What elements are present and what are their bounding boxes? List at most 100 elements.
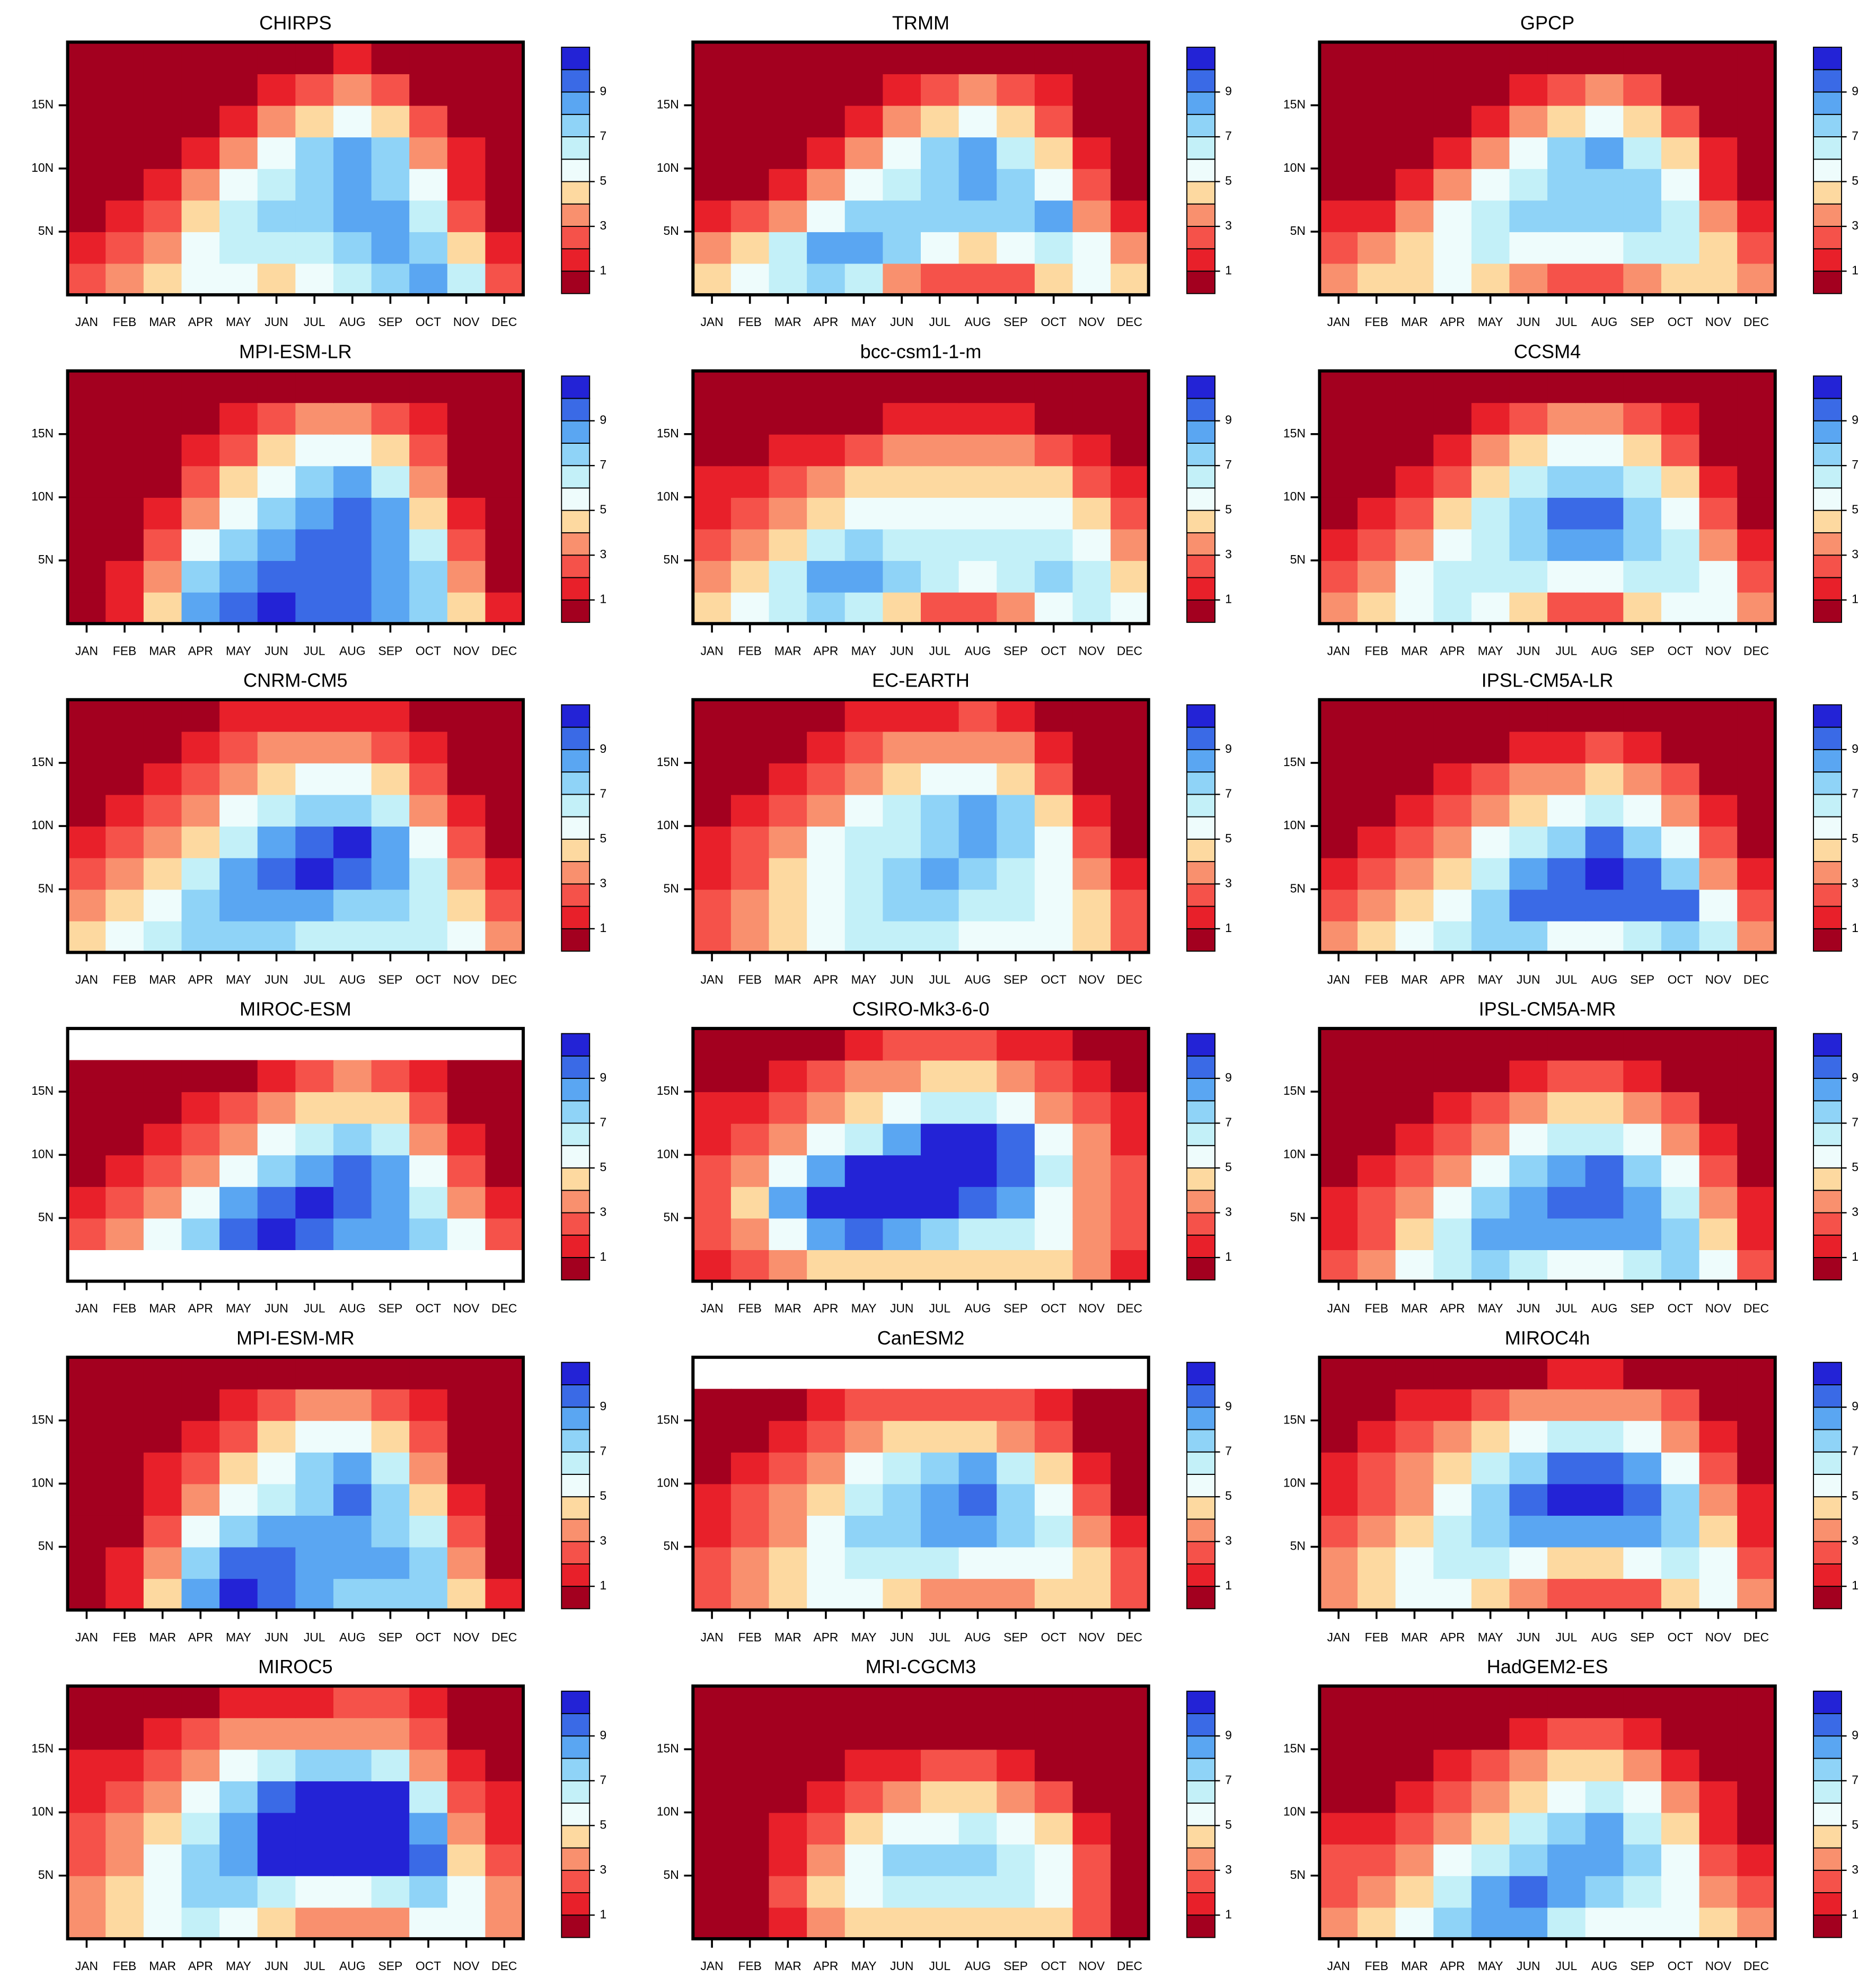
colorbar-label: 9 — [600, 84, 607, 98]
contour-cell — [67, 794, 107, 827]
contour-cell — [67, 465, 107, 498]
contour-cell — [1072, 371, 1112, 403]
contour-cell — [1357, 1546, 1396, 1579]
colorbar-label: 7 — [1852, 786, 1859, 800]
contour-cell — [997, 105, 1035, 138]
contour-cell — [143, 826, 182, 858]
contour-cell — [1547, 1578, 1586, 1611]
colorbar-box — [1186, 838, 1216, 863]
contour-cell — [1111, 1420, 1149, 1453]
contour-cell — [1661, 1578, 1700, 1611]
contour-cell — [807, 137, 845, 169]
y-tick-label: 5N — [1290, 881, 1306, 895]
colorbar-box — [1813, 398, 1842, 421]
contour-cell — [143, 263, 182, 296]
contour-cell — [1585, 137, 1624, 169]
contour-cell — [1547, 1186, 1586, 1219]
contour-cell — [1034, 1546, 1073, 1579]
contour-cell — [1319, 1420, 1358, 1453]
contour-cell — [997, 1155, 1035, 1187]
contour-cell — [447, 592, 486, 625]
contour-cell — [447, 1907, 486, 1939]
contour-cell — [219, 794, 258, 827]
contour-cell — [447, 168, 486, 201]
contour-cell — [997, 560, 1035, 593]
contour-cell — [1699, 434, 1738, 467]
y-tick-label: 10N — [657, 1805, 679, 1818]
contour-cell — [219, 105, 258, 138]
colorbar-label: 5 — [1852, 1817, 1859, 1831]
contour-cell — [333, 1483, 372, 1516]
x-tick-label: SEP — [1630, 972, 1654, 986]
contour-cell — [143, 1717, 182, 1750]
contour-cell — [143, 1907, 182, 1939]
contour-cell — [769, 74, 808, 106]
colorbar-label: 7 — [1852, 129, 1859, 143]
colorbar-box — [1186, 1078, 1216, 1102]
x-tick-label: MAY — [226, 972, 251, 986]
contour-cell — [730, 1844, 770, 1876]
contour-cell — [1034, 1123, 1073, 1156]
contour-cell — [1699, 168, 1738, 201]
contour-cell — [1395, 1483, 1434, 1516]
contour-cell — [997, 920, 1035, 953]
colorbar-box — [1813, 1145, 1842, 1168]
contour-cell — [997, 1028, 1035, 1061]
contour-cell — [730, 1686, 770, 1718]
contour-cell — [485, 1546, 524, 1579]
contour-cell — [143, 402, 182, 435]
contour-cell — [1111, 42, 1149, 74]
colorbar-box — [1186, 1586, 1216, 1610]
contour-cell — [1357, 1452, 1396, 1484]
contour-cell — [219, 1781, 258, 1813]
contour-cell — [1433, 592, 1472, 625]
contour-cell — [730, 1875, 770, 1908]
colorbar-box — [561, 1869, 591, 1893]
contour-cell — [295, 889, 334, 921]
contour-cell — [181, 1717, 221, 1750]
contour-cell — [1111, 1218, 1149, 1250]
contour-cell — [769, 1389, 808, 1421]
colorbar-box — [561, 1190, 591, 1214]
contour-cell — [105, 1515, 144, 1548]
contour-cell — [730, 1028, 770, 1061]
contour-cell — [371, 920, 410, 953]
contour-cell — [807, 1844, 845, 1876]
contour-cell — [1737, 1389, 1776, 1421]
panel-title: MPI-ESM-LR — [239, 340, 352, 362]
contour-cell — [219, 42, 258, 74]
contour-cell — [1699, 1749, 1738, 1781]
contour-cell — [1034, 371, 1073, 403]
contour-cell — [997, 74, 1035, 106]
contour-cell — [807, 105, 845, 138]
contour-cell — [105, 1420, 144, 1453]
contour-cell — [1319, 920, 1358, 953]
contour-cell — [447, 1357, 486, 1390]
x-tick-label: DEC — [1117, 1630, 1142, 1644]
colorbar-box — [1813, 928, 1842, 952]
contour-cell — [1357, 794, 1396, 827]
contour-cell — [409, 1749, 448, 1781]
colorbar-label: 7 — [600, 1115, 607, 1129]
contour-cell — [333, 1389, 372, 1421]
contour-cell — [1623, 794, 1662, 827]
x-tick-label: MAY — [1478, 1959, 1503, 1973]
contour-cell — [1509, 762, 1548, 795]
contour-cell — [181, 1781, 221, 1813]
contour-cell — [295, 699, 334, 732]
x-tick-label: SEP — [378, 972, 403, 986]
contour-cell — [997, 731, 1035, 763]
contour-cell — [769, 231, 808, 264]
contour-cell — [1471, 1781, 1510, 1813]
y-tick-label: 10N — [1283, 1147, 1306, 1161]
contour-cell — [67, 200, 107, 232]
contour-cell — [485, 1812, 524, 1845]
contour-cell — [181, 1092, 221, 1124]
x-tick-label: APR — [188, 315, 213, 329]
y-tick-label: 10N — [31, 1805, 54, 1818]
contour-cell — [1699, 137, 1738, 169]
contour-cell — [1357, 168, 1396, 201]
contour-cell — [1433, 465, 1472, 498]
colorbar-box — [1186, 726, 1216, 750]
